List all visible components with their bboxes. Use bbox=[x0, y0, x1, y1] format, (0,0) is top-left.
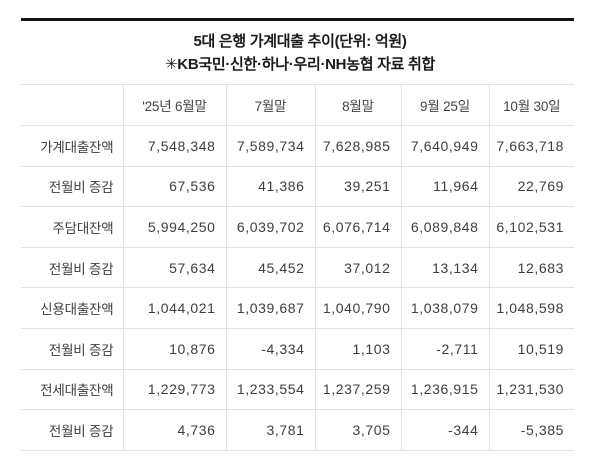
value-cell: 41,386 bbox=[225, 165, 315, 207]
value-cell: 11,964 bbox=[400, 165, 489, 207]
value-cell: 6,039,702 bbox=[225, 206, 315, 248]
value-cell: 7,628,985 bbox=[314, 125, 401, 167]
value-cell: -4,334 bbox=[225, 327, 315, 370]
row-label-cell: 신용대출잔액 bbox=[21, 287, 123, 329]
value-cell: 10,876 bbox=[122, 327, 226, 370]
value-cell: 6,076,714 bbox=[314, 206, 401, 248]
table-title: 5대 은행 가계대출 추이(단위: 억원) bbox=[193, 33, 407, 50]
table-row: 가계대출잔액 7,548,348 7,589,734 7,628,985 7,640,9… bbox=[21, 125, 574, 167]
value-cell: 1,048,598 bbox=[488, 287, 574, 329]
table-row: 전세대출잔액 1,229,773 1,233,554 1,237,259 1,236,9… bbox=[21, 368, 574, 410]
row-label-cell: 전월비 증감 bbox=[21, 327, 123, 370]
column-header: 10월 30일 bbox=[488, 84, 574, 126]
row-label-cell: 주담대잔액 bbox=[21, 206, 123, 248]
header-row: '25년 6월말 7월말 8월말 9월 25일 10월 30일 bbox=[21, 84, 574, 126]
value-cell: 3,705 bbox=[314, 409, 401, 451]
value-cell: 6,089,848 bbox=[400, 206, 489, 248]
value-cell: 1,040,790 bbox=[314, 287, 401, 329]
value-cell: 7,548,348 bbox=[122, 125, 226, 167]
value-cell: 67,536 bbox=[122, 165, 226, 207]
value-cell: -5,385 bbox=[488, 409, 574, 451]
value-cell: 1,039,687 bbox=[225, 287, 315, 329]
value-cell: 7,589,734 bbox=[225, 125, 315, 167]
value-cell: 1,038,079 bbox=[400, 287, 489, 329]
value-cell: 1,231,530 bbox=[488, 368, 574, 410]
row-label-cell: 가계대출잔액 bbox=[21, 125, 123, 167]
column-header: 9월 25일 bbox=[400, 84, 489, 126]
value-cell: 45,452 bbox=[225, 246, 315, 288]
value-cell: 39,251 bbox=[314, 165, 401, 207]
value-cell: 1,229,773 bbox=[122, 368, 226, 410]
value-cell: 7,640,949 bbox=[400, 125, 489, 167]
row-label-cell: 전세대출잔액 bbox=[21, 368, 123, 410]
column-header: '25년 6월말 bbox=[122, 84, 226, 126]
table-row: 전월비 증감 10,876 -4,334 1,103 -2,711 10,519 bbox=[21, 327, 574, 370]
column-header: 8월말 bbox=[314, 84, 401, 126]
row-label-cell: 전월비 증감 bbox=[21, 409, 123, 451]
value-cell: 13,134 bbox=[400, 246, 489, 288]
source-note: ✳KB국민·신한·하나·우리·NH농협 자료 취합 bbox=[165, 56, 435, 73]
table-row: 전월비 증감 57,634 45,452 37,012 13,134 12,683 bbox=[21, 246, 574, 288]
value-cell: -2,711 bbox=[400, 327, 489, 370]
value-cell: 4,736 bbox=[122, 409, 226, 451]
corner-cell bbox=[21, 84, 123, 126]
value-cell: 12,683 bbox=[488, 246, 574, 288]
value-cell: -344 bbox=[400, 409, 489, 451]
value-cell: 7,663,718 bbox=[488, 125, 574, 167]
table-row: 신용대출잔액 1,044,021 1,039,687 1,040,790 1,038,0… bbox=[21, 287, 574, 329]
value-cell: 1,236,915 bbox=[400, 368, 489, 410]
top-divider-line bbox=[21, 18, 574, 21]
row-label-cell: 전월비 증감 bbox=[21, 246, 123, 288]
value-cell: 10,519 bbox=[488, 327, 574, 370]
value-cell: 3,781 bbox=[225, 409, 315, 451]
value-cell: 1,233,554 bbox=[225, 368, 315, 410]
household-loan-table: '25년 6월말 7월말 8월말 9월 25일 10월 30일 가계대출잔액 7,548,… bbox=[21, 84, 574, 451]
value-cell: 57,634 bbox=[122, 246, 226, 288]
row-label-cell: 전월비 증감 bbox=[21, 165, 123, 207]
value-cell: 5,994,250 bbox=[122, 206, 226, 248]
table-row: 전월비 증감 4,736 3,781 3,705 -344 -5,385 bbox=[21, 409, 574, 451]
value-cell: 22,769 bbox=[488, 165, 574, 207]
column-header: 7월말 bbox=[225, 84, 315, 126]
value-cell: 6,102,531 bbox=[488, 206, 574, 248]
value-cell: 1,044,021 bbox=[122, 287, 226, 329]
value-cell: 37,012 bbox=[314, 246, 401, 288]
table-row: 전월비 증감 67,536 41,386 39,251 11,964 22,769 bbox=[21, 165, 574, 207]
value-cell: 1,237,259 bbox=[314, 368, 401, 410]
table-row: 주담대잔액 5,994,250 6,039,702 6,076,714 6,089,84… bbox=[21, 206, 574, 248]
value-cell: 1,103 bbox=[314, 327, 401, 370]
